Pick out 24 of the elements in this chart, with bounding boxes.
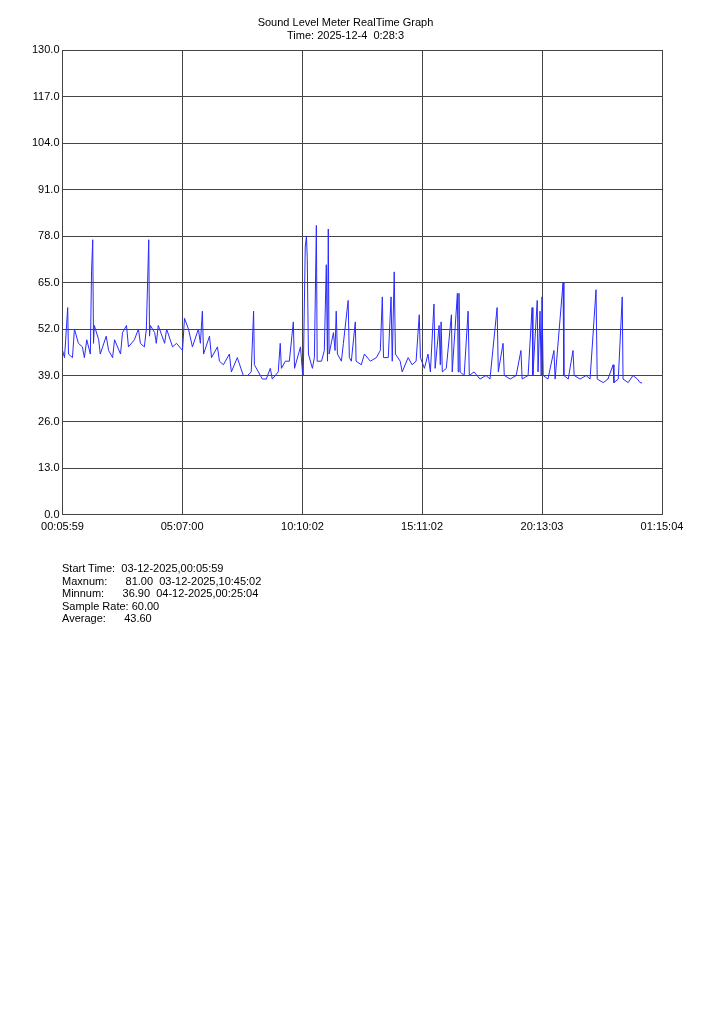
y-tick-label: 0.0 [44, 507, 60, 520]
text: Start Time: 03-12-2025,00:05:59 [62, 562, 225, 575]
x-tick-label: 05:07:00 [160, 520, 204, 533]
y-tick-label: 117.0 [32, 89, 60, 102]
text: Minnum: 36.90 04-12-2025,00:25:04 [62, 587, 260, 600]
text: Maxnum: 81.00 03-12-2025,10:45:02 [62, 574, 262, 587]
y-tick-label: 39.0 [38, 368, 60, 381]
y-tick-label: 52.0 [38, 322, 60, 335]
x-tick-label: 01:15:04 [640, 520, 684, 533]
chart-subtitle: Time: 2025-12-4 0:28:3 [287, 28, 404, 41]
x-tick-label: 10:10:02 [281, 520, 324, 533]
x-tick-label: 15:11:02 [401, 520, 444, 533]
x-tick-label: 20:13:03 [520, 520, 564, 533]
y-tick-label: 65.0 [38, 275, 60, 288]
y-tick-label: 91.0 [38, 182, 60, 195]
y-tick-label: 26.0 [38, 414, 60, 427]
x-tick-label: 00:05:59 [41, 520, 84, 533]
y-tick-label: 78.0 [38, 229, 60, 242]
chart-title: Sound Level Meter RealTime Graph [257, 15, 434, 28]
y-tick-label: 130.0 [32, 43, 60, 56]
y-tick-label: 13.0 [38, 461, 60, 474]
text: Sample Rate: 60.00 [62, 599, 161, 612]
text: Average: 43.60 [62, 612, 153, 625]
y-tick-label: 104.0 [32, 136, 60, 149]
